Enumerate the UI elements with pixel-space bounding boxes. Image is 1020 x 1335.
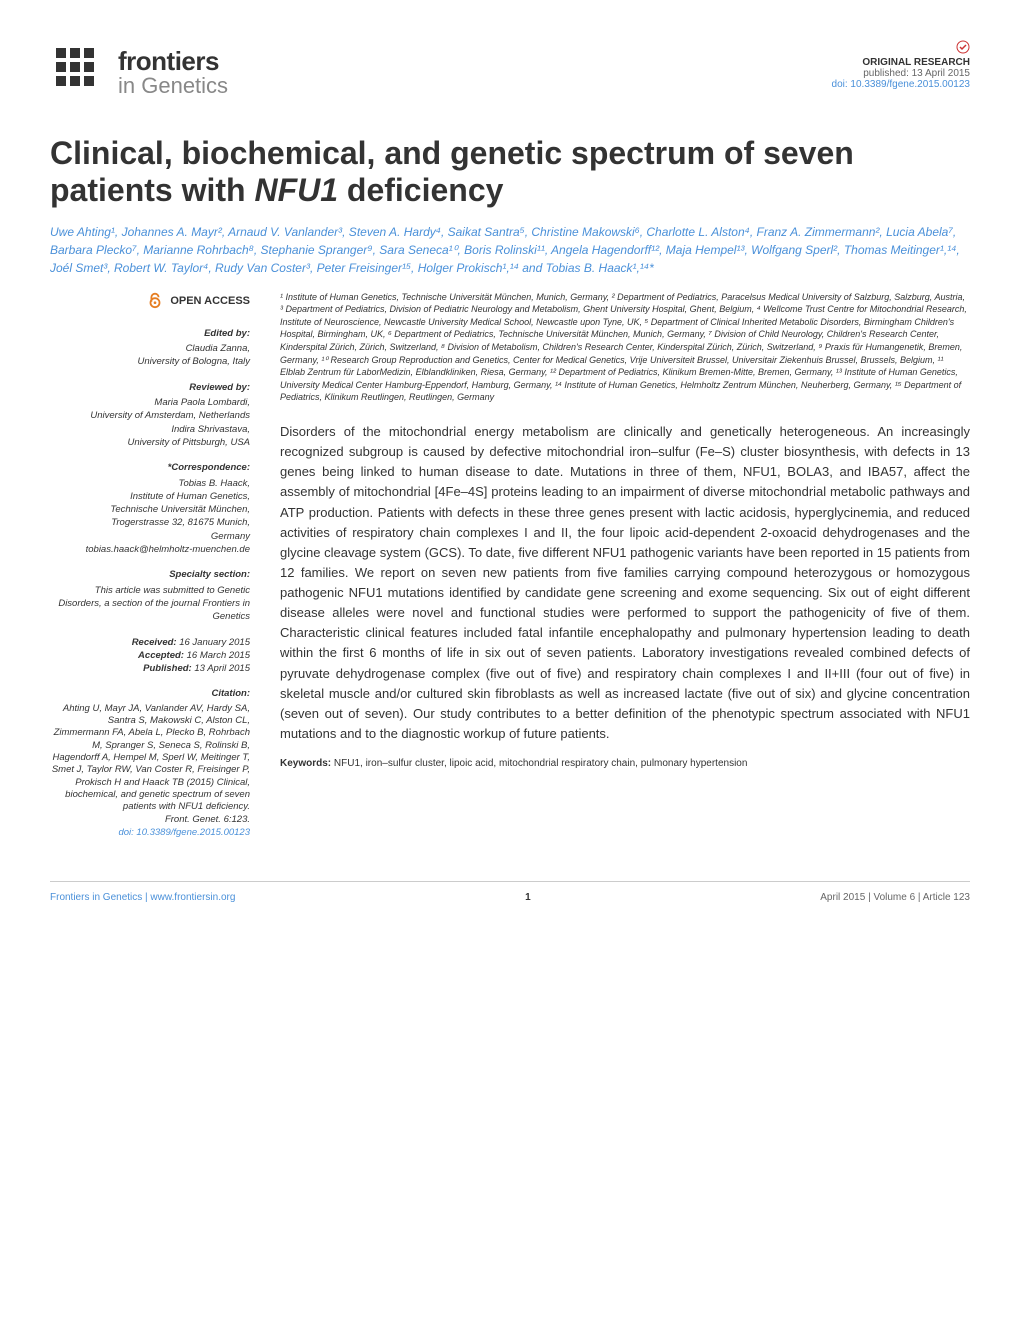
footer-page-number: 1 [525, 892, 531, 903]
open-access-icon [146, 291, 164, 313]
accepted-label: Accepted: [138, 650, 184, 661]
footer-left[interactable]: Frontiers in Genetics | www.frontiersin.… [50, 892, 235, 903]
edited-by-label: Edited by: [50, 327, 250, 340]
page-footer: Frontiers in Genetics | www.frontiersin.… [50, 881, 970, 903]
keywords-row: Keywords: NFU1, iron–sulfur cluster, lip… [280, 758, 970, 769]
edited-by-section: Edited by: Claudia Zanna,University of B… [50, 327, 250, 369]
correspondence-label: *Correspondence: [50, 461, 250, 474]
article-type: ORIGINAL RESEARCH [832, 57, 970, 68]
published-value: 13 April 2015 [194, 663, 250, 674]
edited-by-text: Claudia Zanna,University of Bologna, Ita… [50, 342, 250, 369]
citation-section: Citation: Ahting U, Mayr JA, Vanlander A… [50, 687, 250, 839]
sidebar: OPEN ACCESS Edited by: Claudia Zanna,Uni… [50, 291, 250, 852]
abstract-text: Disorders of the mitochondrial energy me… [280, 422, 970, 744]
logo-block: frontiers in Genetics [50, 40, 228, 105]
doi-link[interactable]: doi: 10.3389/fgene.2015.00123 [832, 79, 970, 90]
correspondence-section: *Correspondence: Tobias B. Haack,Institu… [50, 461, 250, 556]
article-title: Clinical, biochemical, and genetic spect… [50, 135, 970, 209]
header-row: frontiers in Genetics ORIGINAL RESEARCH … [50, 40, 970, 105]
main-column: ¹ Institute of Human Genetics, Technisch… [280, 291, 970, 852]
authors-list: Uwe Ahting¹, Johannes A. Mayr², Arnaud V… [50, 223, 970, 277]
affiliations: ¹ Institute of Human Genetics, Technisch… [280, 291, 970, 404]
received-value: 16 January 2015 [179, 637, 250, 648]
accepted-value: 16 March 2015 [187, 650, 250, 661]
correspondence-text: Tobias B. Haack,Institute of Human Genet… [50, 477, 250, 557]
citation-label: Citation: [50, 687, 250, 700]
two-column-layout: OPEN ACCESS Edited by: Claudia Zanna,Uni… [50, 291, 970, 852]
accepted-row: Accepted: 16 March 2015 [50, 649, 250, 662]
open-access-row: OPEN ACCESS [50, 291, 250, 313]
keywords-text: NFU1, iron–sulfur cluster, lipoic acid, … [334, 758, 748, 769]
title-italic: NFU1 [254, 172, 338, 208]
specialty-label: Specialty section: [50, 568, 250, 581]
reviewed-by-section: Reviewed by: Maria Paola Lombardi,Univer… [50, 381, 250, 449]
logo-text: frontiers in Genetics [118, 46, 228, 99]
frontiers-logo-icon [50, 40, 110, 105]
citation-text: Ahting U, Mayr JA, Vanlander AV, Hardy S… [50, 703, 250, 826]
check-updates-icon[interactable] [956, 40, 970, 57]
dates-section: Received: 16 January 2015 Accepted: 16 M… [50, 636, 250, 676]
specialty-section: Specialty section: This article was subm… [50, 568, 250, 623]
page-container: frontiers in Genetics ORIGINAL RESEARCH … [0, 0, 1020, 933]
published-row: Published: 13 April 2015 [50, 662, 250, 675]
citation-doi[interactable]: doi: 10.3389/fgene.2015.00123 [50, 826, 250, 839]
published-label: Published: [143, 663, 192, 674]
received-label: Received: [132, 637, 177, 648]
specialty-text: This article was submitted to Genetic Di… [50, 584, 250, 624]
keywords-label: Keywords: [280, 758, 331, 769]
logo-journal-text: in Genetics [118, 73, 228, 99]
title-part2: deficiency [338, 172, 503, 208]
footer-right: April 2015 | Volume 6 | Article 123 [820, 892, 970, 903]
reviewed-by-label: Reviewed by: [50, 381, 250, 394]
reviewed-by-text: Maria Paola Lombardi,University of Amste… [50, 396, 250, 449]
received-row: Received: 16 January 2015 [50, 636, 250, 649]
meta-block: ORIGINAL RESEARCH published: 13 April 20… [832, 40, 970, 90]
open-access-label: OPEN ACCESS [170, 294, 250, 309]
published-date: published: 13 April 2015 [832, 68, 970, 79]
